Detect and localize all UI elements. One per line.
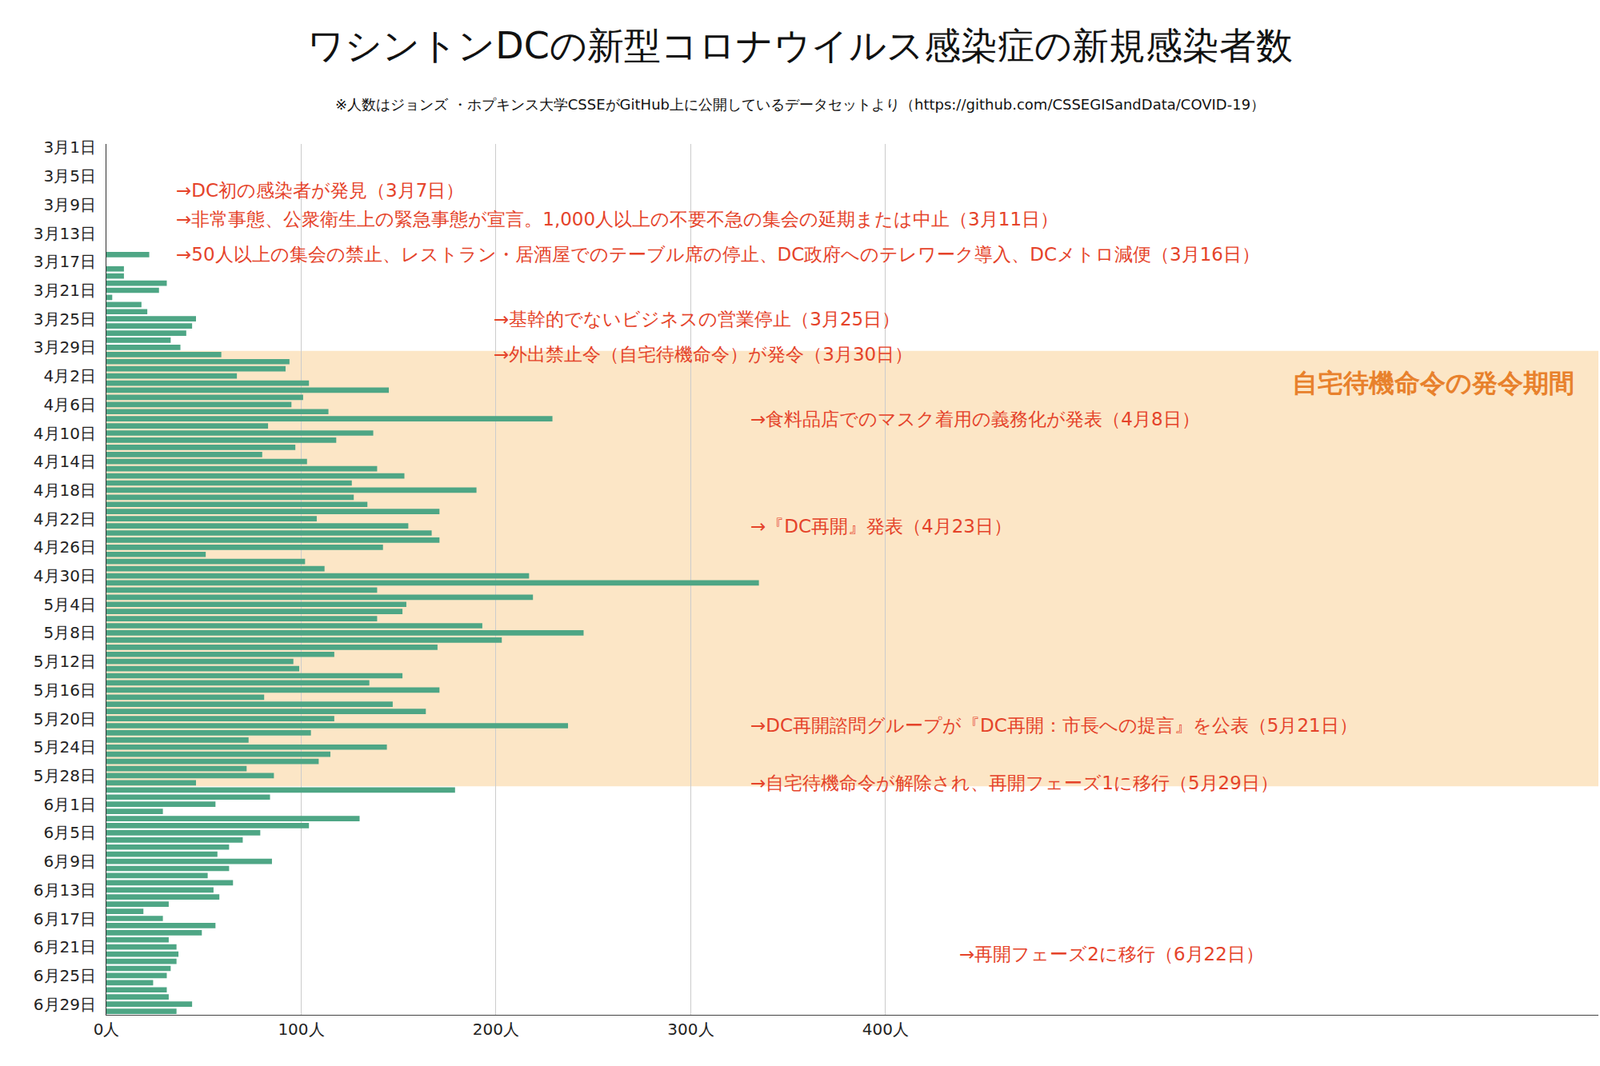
svg-text:3月21日: 3月21日 — [33, 280, 96, 300]
svg-text:6月29日: 6月29日 — [33, 995, 96, 1015]
svg-text:自宅待機命令の発令期間: 自宅待機命令の発令期間 — [1292, 368, 1575, 399]
svg-text:→『DC再開』発表（4月23日）: →『DC再開』発表（4月23日） — [750, 516, 1012, 537]
svg-text:6月5日: 6月5日 — [44, 823, 96, 843]
svg-text:6月21日: 6月21日 — [33, 937, 96, 957]
svg-text:300人: 300人 — [667, 1020, 714, 1040]
svg-text:6月13日: 6月13日 — [33, 880, 96, 900]
svg-text:5月4日: 5月4日 — [44, 595, 96, 615]
svg-text:→外出禁止令（自宅待機命令）が発令（3月30日）: →外出禁止令（自宅待機命令）が発令（3月30日） — [493, 344, 913, 365]
svg-text:5月16日: 5月16日 — [33, 680, 96, 700]
svg-text:→DC初の感染者が発見（3月7日）: →DC初の感染者が発見（3月7日） — [176, 180, 464, 201]
svg-text:4月10日: 4月10日 — [33, 424, 96, 444]
svg-text:→DC再開諮問グループが『DC再開：市長への提言』を公表（5: →DC再開諮問グループが『DC再開：市長への提言』を公表（5月21日） — [750, 715, 1358, 736]
svg-text:200人: 200人 — [472, 1020, 520, 1040]
svg-text:4月22日: 4月22日 — [33, 509, 96, 529]
svg-text:4月30日: 4月30日 — [33, 566, 96, 586]
svg-text:ワシントンDCの新型コロナウイルス感染症の新規感染者数: ワシントンDCの新型コロナウイルス感染症の新規感染者数 — [307, 24, 1293, 68]
svg-text:0人: 0人 — [93, 1020, 120, 1040]
svg-text:→非常事態、公衆衛生上の緊急事態が宣言。1,000人以上の不: →非常事態、公衆衛生上の緊急事態が宣言。1,000人以上の不要不急の集会の延期ま… — [176, 208, 1059, 230]
svg-text:3月29日: 3月29日 — [33, 337, 96, 357]
svg-text:5月8日: 5月8日 — [44, 623, 96, 643]
svg-text:3月5日: 3月5日 — [44, 166, 96, 186]
svg-text:3月17日: 3月17日 — [33, 252, 96, 272]
svg-text:→食料品店でのマスク着用の義務化が発表（4月8日）: →食料品店でのマスク着用の義務化が発表（4月8日） — [750, 408, 1200, 430]
svg-text:4月26日: 4月26日 — [33, 537, 96, 557]
svg-text:3月9日: 3月9日 — [44, 195, 96, 215]
svg-text:6月9日: 6月9日 — [44, 852, 96, 872]
svg-text:6月1日: 6月1日 — [44, 795, 96, 815]
svg-text:3月1日: 3月1日 — [44, 137, 96, 157]
svg-text:5月12日: 5月12日 — [33, 652, 96, 672]
svg-text:4月14日: 4月14日 — [33, 452, 96, 472]
svg-text:5月24日: 5月24日 — [33, 737, 96, 757]
svg-text:100人: 100人 — [277, 1020, 324, 1040]
svg-text:4月18日: 4月18日 — [33, 480, 96, 500]
svg-text:4月2日: 4月2日 — [44, 366, 96, 386]
svg-text:4月6日: 4月6日 — [44, 395, 96, 415]
svg-text:6月25日: 6月25日 — [33, 966, 96, 986]
svg-text:→再開フェーズ2に移行（6月22日）: →再開フェーズ2に移行（6月22日） — [959, 944, 1264, 965]
svg-text:→50人以上の集会の禁止、レストラン・居酒屋でのテーブル席の: →50人以上の集会の禁止、レストラン・居酒屋でのテーブル席の停止、DC政府へのテ… — [176, 244, 1260, 265]
svg-text:6月17日: 6月17日 — [33, 909, 96, 929]
svg-text:3月13日: 3月13日 — [33, 224, 96, 244]
svg-text:5月28日: 5月28日 — [33, 766, 96, 786]
svg-text:→基幹的でないビジネスの営業停止（3月25日）: →基幹的でないビジネスの営業停止（3月25日） — [493, 308, 900, 330]
svg-text:3月25日: 3月25日 — [33, 309, 96, 329]
svg-text:※人数はジョンズ ・ホプキンス大学CSSEがGitHub上に: ※人数はジョンズ ・ホプキンス大学CSSEがGitHub上に公開しているデータセ… — [335, 96, 1265, 113]
svg-text:400人: 400人 — [862, 1020, 909, 1040]
svg-text:5月20日: 5月20日 — [33, 709, 96, 729]
svg-text:→自宅待機命令が解除され、再開フェーズ1に移行（5月29日）: →自宅待機命令が解除され、再開フェーズ1に移行（5月29日） — [750, 772, 1279, 794]
